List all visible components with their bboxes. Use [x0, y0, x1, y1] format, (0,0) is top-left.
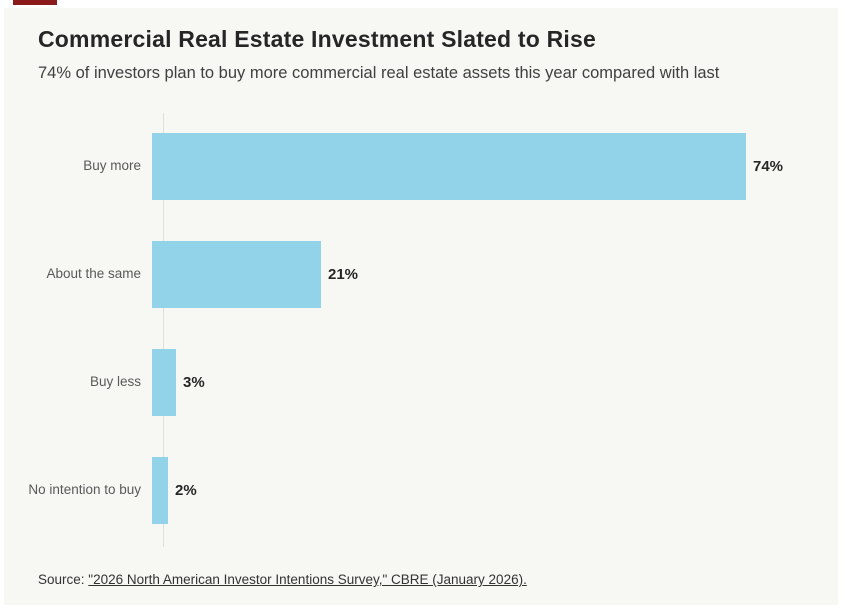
value-label: 3% [183, 374, 205, 391]
bar-row: No intention to buy 2% [4, 457, 838, 524]
source-attribution: Source: "2026 North American Investor In… [38, 572, 818, 587]
source-link[interactable]: "2026 North American Investor Intentions… [88, 572, 527, 587]
bar-row: About the same 21% [4, 241, 838, 308]
chart-subtitle: 74% of investors plan to buy more commer… [38, 64, 720, 82]
bar-about-the-same [152, 241, 321, 308]
bar-buy-less [152, 349, 176, 416]
value-label: 21% [328, 266, 359, 283]
chart-card: Commercial Real Estate Investment Slated… [4, 8, 838, 605]
bar-no-intention [152, 457, 168, 524]
bar-buy-more [152, 133, 746, 200]
bar-chart: Buy more 74% About the same 21% Buy less… [4, 8, 838, 605]
bar-row: Buy more 74% [4, 133, 838, 200]
value-label: 2% [175, 482, 197, 499]
value-label: 74% [753, 158, 784, 175]
category-label: No intention to buy [28, 482, 141, 498]
source-prefix: Source: [38, 572, 89, 587]
category-label: Buy more [83, 158, 141, 174]
chart-title: Commercial Real Estate Investment Slated… [38, 26, 596, 52]
brand-accent-dash [13, 0, 57, 5]
y-axis-line [163, 113, 164, 547]
bar-row: Buy less 3% [4, 349, 838, 416]
category-label: Buy less [89, 374, 141, 390]
category-label: About the same [46, 266, 141, 282]
